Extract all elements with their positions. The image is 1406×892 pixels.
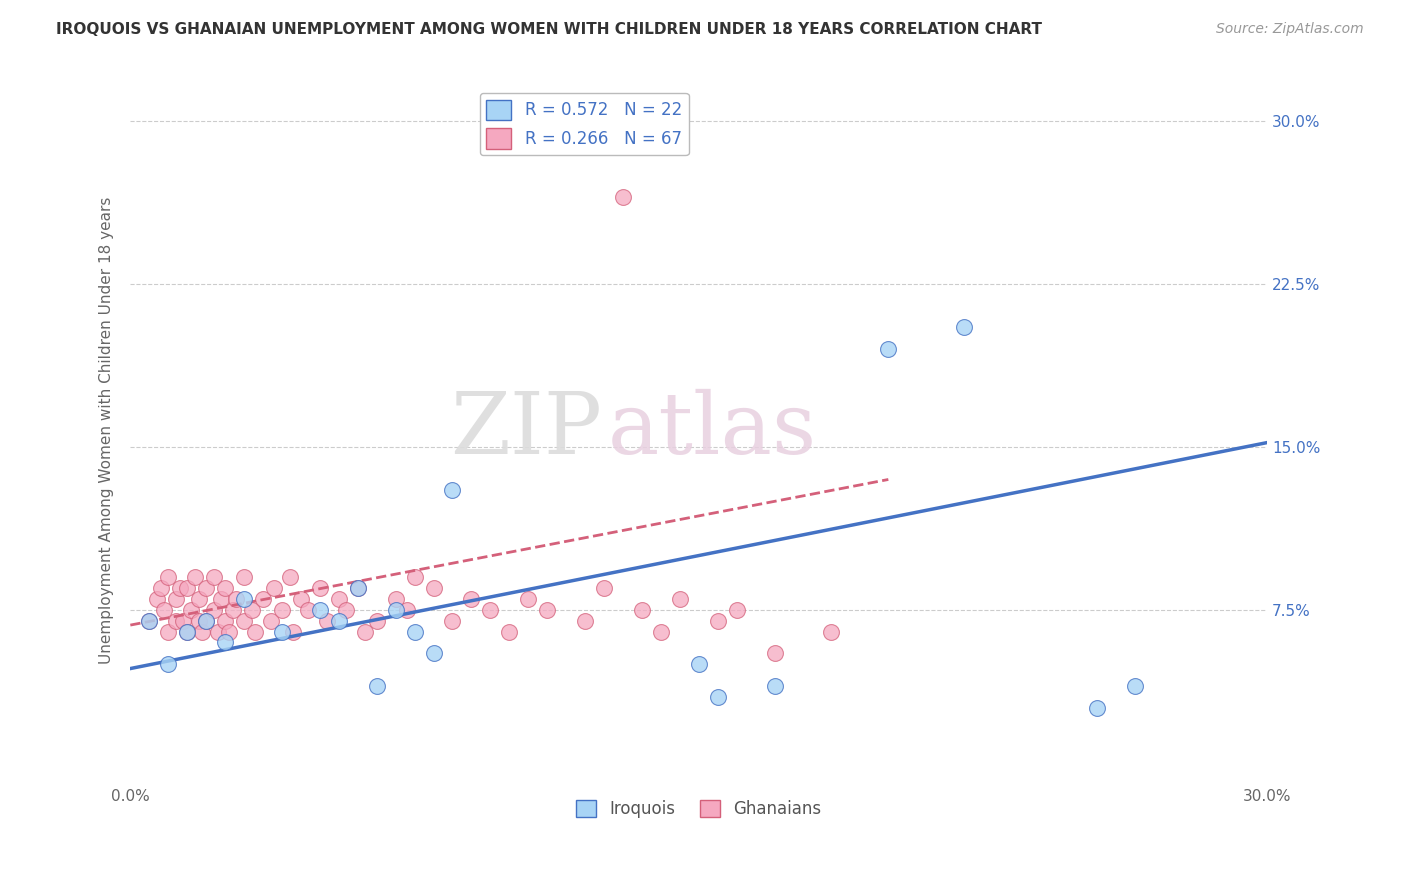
Point	[138, 614, 160, 628]
Point	[612, 190, 634, 204]
Point	[240, 603, 263, 617]
Text: atlas: atlas	[607, 389, 817, 472]
Point	[138, 614, 160, 628]
Point	[271, 603, 294, 617]
Point	[176, 581, 198, 595]
Point	[165, 614, 187, 628]
Point	[233, 614, 256, 628]
Point	[460, 592, 482, 607]
Text: ZIP: ZIP	[450, 389, 602, 472]
Point	[763, 646, 786, 660]
Point	[1123, 679, 1146, 693]
Point	[157, 570, 180, 584]
Point	[308, 581, 330, 595]
Point	[176, 624, 198, 639]
Point	[214, 614, 236, 628]
Point	[688, 657, 710, 672]
Point	[221, 603, 243, 617]
Point	[308, 603, 330, 617]
Point	[290, 592, 312, 607]
Point	[252, 592, 274, 607]
Point	[245, 624, 267, 639]
Point	[441, 483, 464, 498]
Point	[422, 646, 444, 660]
Point	[191, 624, 214, 639]
Point	[441, 614, 464, 628]
Point	[149, 581, 172, 595]
Point	[195, 614, 218, 628]
Point	[214, 581, 236, 595]
Point	[157, 657, 180, 672]
Point	[1085, 700, 1108, 714]
Point	[404, 624, 426, 639]
Point	[593, 581, 616, 595]
Point	[707, 690, 730, 704]
Point	[346, 581, 368, 595]
Point	[650, 624, 672, 639]
Point	[146, 592, 169, 607]
Point	[283, 624, 305, 639]
Point	[574, 614, 596, 628]
Point	[820, 624, 842, 639]
Point	[259, 614, 281, 628]
Point	[263, 581, 285, 595]
Point	[233, 592, 256, 607]
Point	[631, 603, 654, 617]
Point	[707, 614, 730, 628]
Text: IROQUOIS VS GHANAIAN UNEMPLOYMENT AMONG WOMEN WITH CHILDREN UNDER 18 YEARS CORRE: IROQUOIS VS GHANAIAN UNEMPLOYMENT AMONG …	[56, 22, 1042, 37]
Point	[195, 581, 218, 595]
Point	[169, 581, 191, 595]
Point	[669, 592, 692, 607]
Point	[877, 342, 900, 356]
Point	[202, 570, 225, 584]
Point	[328, 592, 350, 607]
Point	[209, 592, 232, 607]
Point	[157, 624, 180, 639]
Point	[384, 592, 406, 607]
Point	[218, 624, 240, 639]
Point	[395, 603, 418, 617]
Text: Source: ZipAtlas.com: Source: ZipAtlas.com	[1216, 22, 1364, 37]
Point	[763, 679, 786, 693]
Point	[225, 592, 247, 607]
Point	[479, 603, 502, 617]
Point	[172, 614, 194, 628]
Point	[297, 603, 319, 617]
Point	[214, 635, 236, 649]
Point	[953, 320, 976, 334]
Point	[202, 603, 225, 617]
Point	[187, 592, 209, 607]
Point	[233, 570, 256, 584]
Point	[278, 570, 301, 584]
Point	[176, 624, 198, 639]
Point	[498, 624, 520, 639]
Point	[335, 603, 357, 617]
Point	[316, 614, 339, 628]
Point	[404, 570, 426, 584]
Point	[422, 581, 444, 595]
Point	[328, 614, 350, 628]
Point	[536, 603, 558, 617]
Point	[366, 679, 388, 693]
Point	[354, 624, 377, 639]
Point	[725, 603, 748, 617]
Y-axis label: Unemployment Among Women with Children Under 18 years: Unemployment Among Women with Children U…	[100, 197, 114, 665]
Point	[165, 592, 187, 607]
Point	[517, 592, 540, 607]
Point	[207, 624, 229, 639]
Point	[180, 603, 202, 617]
Point	[366, 614, 388, 628]
Point	[187, 614, 209, 628]
Point	[271, 624, 294, 639]
Point	[184, 570, 207, 584]
Legend: Iroquois, Ghanaians: Iroquois, Ghanaians	[569, 793, 828, 825]
Point	[346, 581, 368, 595]
Point	[195, 614, 218, 628]
Point	[153, 603, 176, 617]
Point	[384, 603, 406, 617]
